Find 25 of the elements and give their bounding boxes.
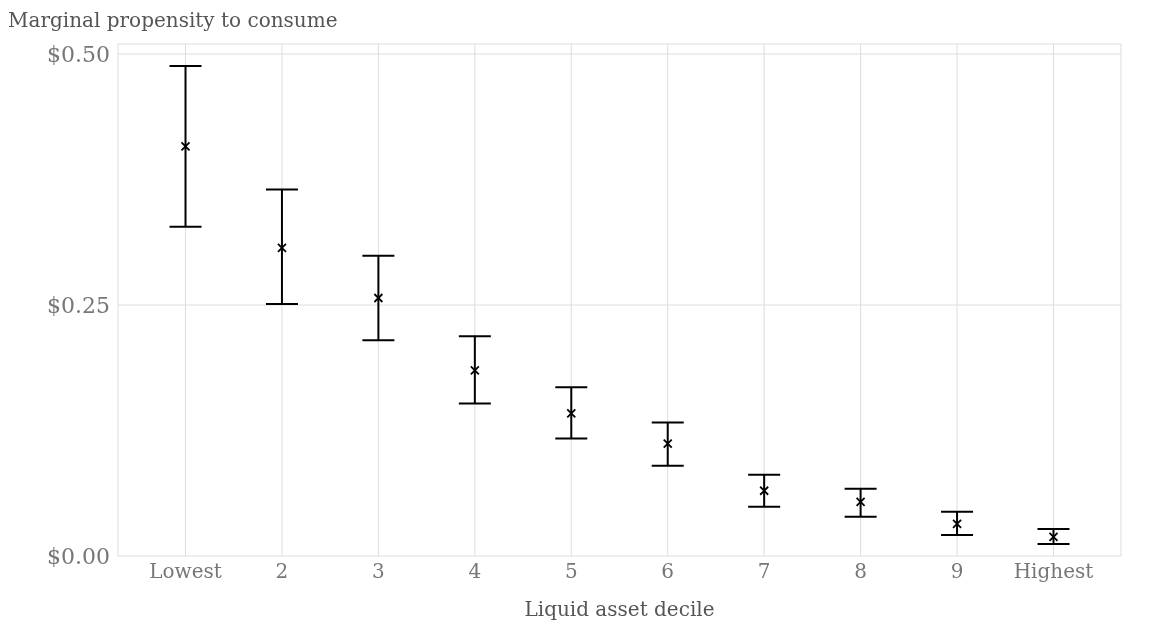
point [373,293,384,303]
y-tick-label: $0.00 [47,543,110,569]
x-tick-label: 4 [468,559,482,584]
x-tick-label: 9 [950,559,964,584]
x-tick-label: Highest [1013,559,1094,584]
y-tick-label: $0.50 [47,41,110,67]
y-tick-label: $0.25 [47,292,110,318]
point [855,496,866,507]
x-tick-label: 3 [372,559,385,584]
point [759,485,770,496]
point [180,141,191,152]
point [469,365,480,376]
point [277,242,287,253]
point [662,438,673,449]
x-tick-label: 7 [757,559,771,584]
point [566,408,577,419]
point [1048,532,1059,542]
x-tick-label: 2 [275,559,289,584]
point [952,518,962,529]
x-tick-label: 8 [854,559,867,584]
y-axis-title: Marginal propensity to consume [8,8,339,34]
x-tick-label: Lowest [149,559,222,584]
x-axis-title: Liquid asset decile [524,597,715,621]
x-tick-label: 6 [661,559,675,584]
x-tick-label: 5 [564,559,578,584]
